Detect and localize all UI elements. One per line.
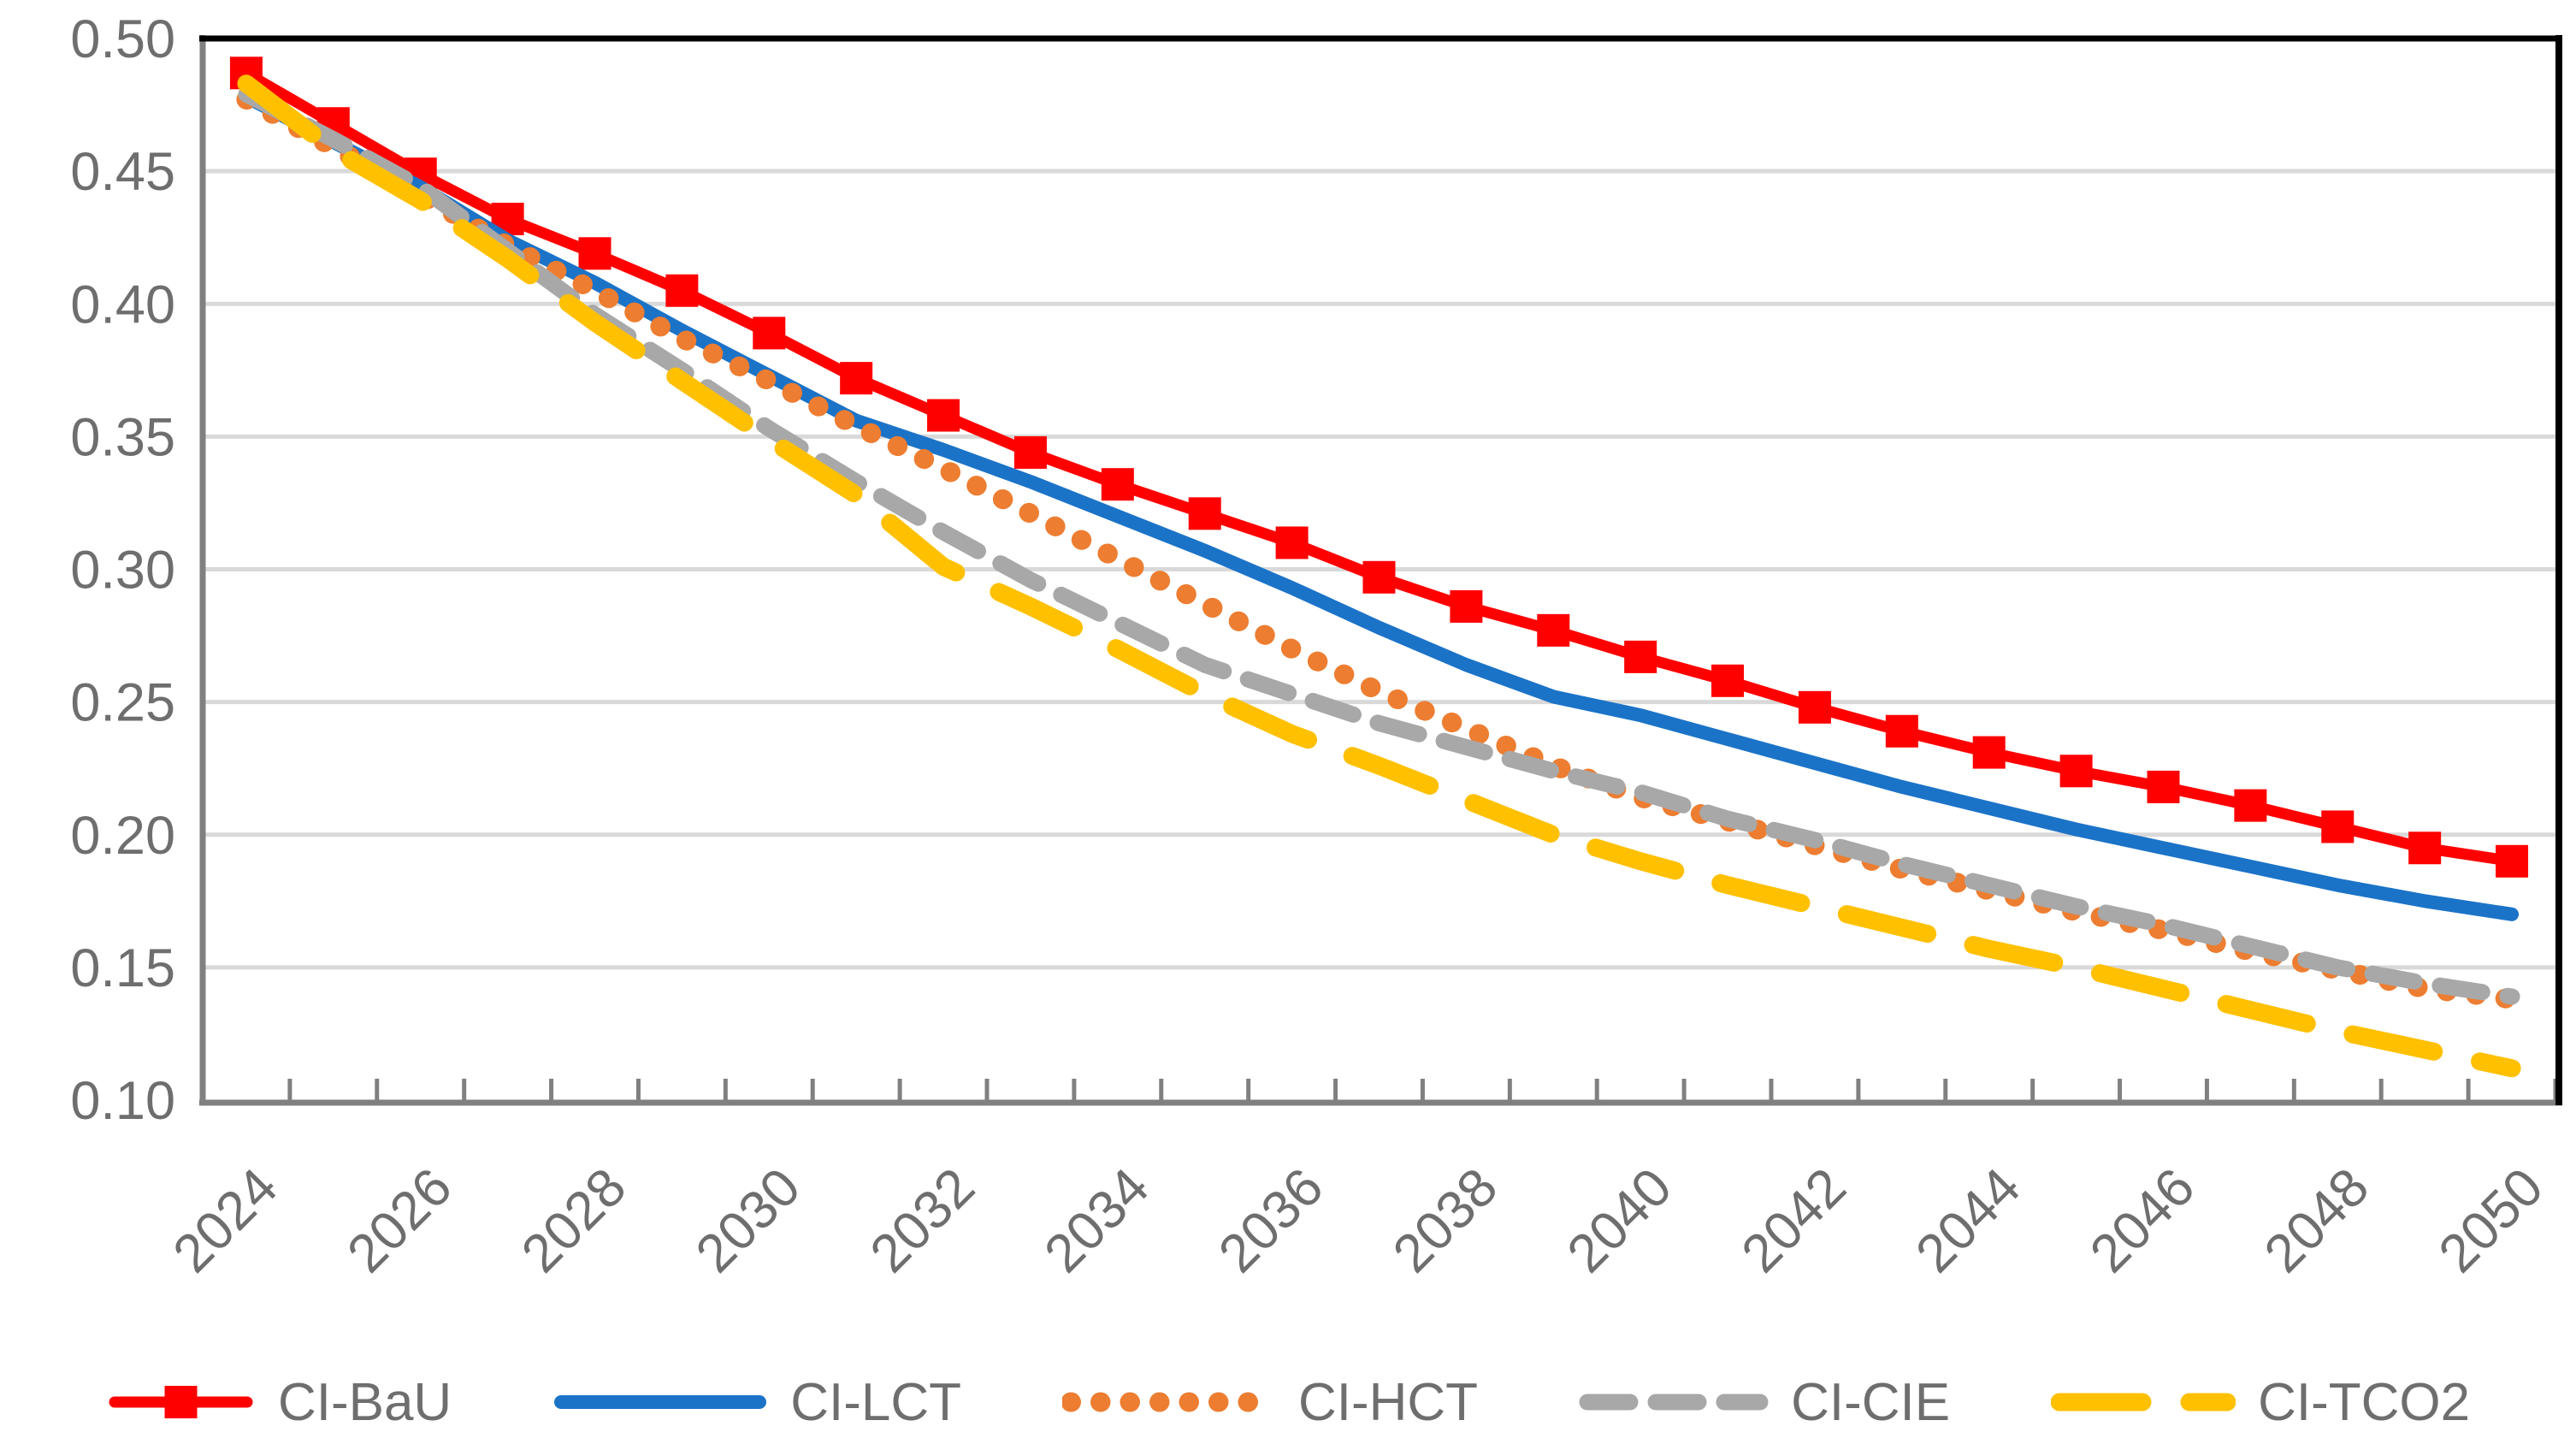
- x-axis-label: 2050: [2427, 1157, 2555, 1284]
- legend-label-CI-CIE: CI-CIE: [1791, 1372, 1951, 1432]
- x-axis-label: 2038: [1382, 1157, 1510, 1284]
- legend-sample-CI-LCT: [554, 1395, 767, 1409]
- legend-label-CI-HCT: CI-HCT: [1297, 1372, 1479, 1432]
- y-axis-label: 0.30: [70, 541, 175, 601]
- x-axis-label: 2034: [1033, 1157, 1161, 1284]
- x-axis-label: 2036: [1208, 1157, 1335, 1284]
- legend-label-CI-LCT: CI-LCT: [790, 1372, 961, 1432]
- series-marker-CI-BaU: [927, 399, 960, 432]
- series-marker-CI-BaU: [578, 237, 612, 270]
- series-line-CI-TCO2: [237, 74, 2521, 1078]
- series-marker-CI-BaU: [1101, 468, 1134, 501]
- legend-label-CI-BaU: CI-BaU: [277, 1372, 452, 1432]
- legend-item-CI-LCT[interactable]: CI-LCT: [552, 1372, 961, 1433]
- series-marker-CI-BaU: [2496, 844, 2529, 878]
- x-axis-label: 2040: [1556, 1157, 1683, 1284]
- series-marker-CI-BaU: [753, 317, 786, 350]
- legend-item-CI-CIE[interactable]: CI-CIE: [1579, 1372, 1950, 1433]
- legend: CI-BaU CI-LCT CI-HCT CI-CIE CI-TCO2: [0, 1365, 2576, 1439]
- legend-item-CI-TCO2[interactable]: CI-TCO2: [2051, 1372, 2470, 1433]
- x-axis-label: 2044: [1905, 1157, 2032, 1284]
- y-axis-label: 0.45: [70, 142, 175, 202]
- series-marker-CI-BaU: [1972, 736, 2006, 769]
- y-axis-label: 0.40: [70, 275, 175, 334]
- series-line-CI-CIE: [238, 86, 2520, 1005]
- y-axis-label: 0.20: [70, 806, 175, 866]
- series-marker-CI-BaU: [1450, 589, 1483, 623]
- series-line-CI-BaU: [240, 67, 2518, 867]
- series-line-CI-HCT: [236, 89, 2522, 1009]
- series-marker-CI-BaU: [1013, 435, 1047, 469]
- series-marker-CI-BaU: [1624, 640, 1657, 673]
- legend-item-CI-HCT[interactable]: CI-HCT: [1061, 1372, 1479, 1433]
- legend-sample-CI-BaU: [109, 1386, 253, 1418]
- series-marker-CI-BaU: [2059, 755, 2093, 788]
- series-marker-CI-BaU: [1188, 497, 1221, 530]
- x-axis-label: 2048: [2254, 1157, 2381, 1284]
- series-line-CI-LCT: [239, 90, 2520, 921]
- series-marker-CI-BaU: [840, 362, 873, 395]
- legend-sample-marker: [164, 1386, 198, 1418]
- legend-sample-CI-CIE: [1579, 1394, 1769, 1411]
- series-marker-CI-BaU: [2321, 810, 2354, 843]
- y-axis-label: 0.10: [70, 1071, 175, 1131]
- series-marker-CI-BaU: [665, 274, 699, 307]
- y-axis-label: 0.50: [70, 9, 175, 69]
- series-marker-CI-BaU: [1362, 560, 1396, 594]
- x-axis-label: 2026: [336, 1157, 464, 1284]
- y-axis-label: 0.35: [70, 407, 175, 467]
- x-axis-label: 2030: [685, 1157, 812, 1284]
- y-axis-label: 0.15: [70, 938, 175, 998]
- legend-sample-CI-TCO2: [2051, 1393, 2236, 1411]
- x-axis-label: 2042: [1730, 1157, 1858, 1284]
- series-marker-CI-BaU: [1711, 664, 1745, 697]
- series-marker-CI-BaU: [1798, 690, 1831, 724]
- series-marker-CI-BaU: [2408, 831, 2442, 865]
- x-axis-label: 2028: [511, 1157, 638, 1284]
- series-marker-CI-BaU: [1275, 526, 1309, 559]
- y-axis-label: 0.25: [70, 673, 175, 733]
- legend-label-CI-TCO2: CI-TCO2: [2258, 1372, 2471, 1432]
- x-axis-label: 2046: [2079, 1157, 2207, 1284]
- series-marker-CI-BaU: [1885, 714, 1918, 748]
- series-marker-CI-BaU: [2234, 789, 2267, 822]
- legend-item-CI-BaU[interactable]: CI-BaU: [106, 1372, 452, 1433]
- series-marker-CI-BaU: [2147, 770, 2180, 803]
- x-axis-label: 2024: [162, 1157, 289, 1284]
- x-axis-label: 2032: [859, 1157, 986, 1284]
- legend-sample-CI-HCT: [1061, 1392, 1276, 1412]
- series-marker-CI-BaU: [1537, 613, 1570, 647]
